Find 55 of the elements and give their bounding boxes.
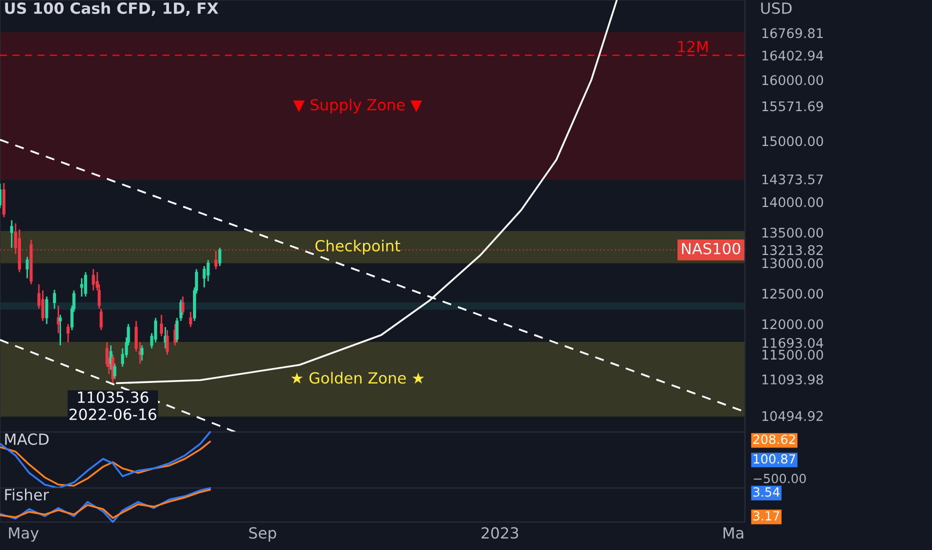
candlestick — [140, 344, 144, 362]
band-label: Checkpoint — [315, 240, 400, 255]
y-tick-label: 11500.00 — [762, 350, 824, 360]
candlestick — [100, 308, 103, 331]
candlestick — [166, 329, 169, 356]
candlestick — [45, 296, 48, 325]
x-tick-label: 2023 — [482, 527, 518, 539]
y-tick-label: 16769.81 — [762, 28, 823, 38]
y-tick-label: 11093.98 — [762, 374, 824, 384]
y-tick-label: 13213.82 — [762, 245, 823, 256]
candlestick — [92, 268, 95, 292]
chart-title: MACD — [5, 433, 49, 445]
text: 100.87 — [754, 454, 796, 464]
text: 208.62 — [753, 434, 795, 444]
candlestick — [80, 278, 84, 298]
x-tick-label: Ma — [724, 527, 744, 539]
candlestick — [181, 296, 184, 316]
candlestick — [52, 289, 56, 310]
candlestick — [134, 320, 138, 352]
ref-line-label: 12M — [678, 40, 708, 52]
y-tick-label: 10494.92 — [762, 411, 823, 422]
candlestick — [84, 271, 88, 298]
y-tick-label: 16402.94 — [762, 50, 824, 61]
candlestick — [189, 311, 192, 328]
ref-line-label: NAS100 — [682, 242, 740, 254]
candlestick — [10, 220, 14, 248]
candlestick — [58, 314, 62, 346]
text: 3.17 — [753, 511, 780, 521]
x-tick-label: Sep — [249, 527, 276, 542]
candlestick — [160, 314, 163, 337]
y-tick-label: 14373.57 — [762, 174, 823, 184]
candlestick — [113, 362, 116, 380]
candlestick — [41, 290, 44, 322]
candlestick — [214, 250, 218, 270]
text: 3.54 — [753, 487, 780, 497]
annotation: 11035.36 2022-06-16 — [70, 391, 156, 420]
y-tick-label: 16000.00 — [762, 75, 824, 86]
y-tick-label: 13000.00 — [762, 258, 824, 268]
x-tick-label: May — [9, 527, 39, 542]
text: −500.00 — [754, 474, 806, 484]
y-tick-label: 13500.00 — [762, 228, 824, 238]
candlestick — [66, 323, 70, 343]
y-tick-label: 12000.00 — [762, 319, 824, 330]
y-axis-title: USD — [761, 2, 792, 14]
y-tick-label: 14000.00 — [762, 197, 824, 208]
y-tick-label: 12500.00 — [762, 288, 824, 299]
band-label: ★ Golden Zone ★ — [291, 372, 424, 384]
y-tick-label: 15571.69 — [762, 101, 823, 112]
band-label: ▼ Supply Zone ▼ — [293, 98, 422, 114]
chart-title: Fisher — [5, 488, 49, 501]
candlestick — [218, 247, 222, 267]
y-tick-label: 15000.00 — [762, 136, 824, 146]
y-tick-label: 11693.04 — [762, 338, 824, 348]
candlestick — [26, 256, 29, 279]
chart-title: US 100 Cash CFD, 1D, FX — [5, 2, 218, 16]
